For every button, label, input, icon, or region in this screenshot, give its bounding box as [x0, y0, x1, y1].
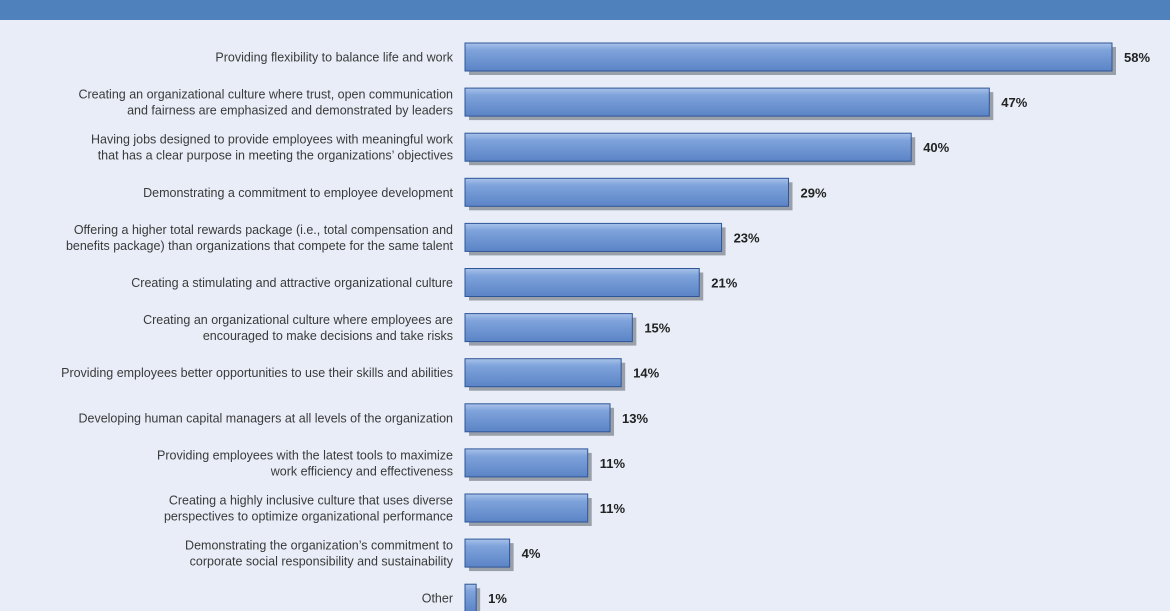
category-label: Demonstrating a commitment to employee d… [143, 186, 453, 200]
value-label: 29% [801, 185, 827, 200]
value-label: 11% [600, 456, 626, 471]
category-label: Offering a higher total rewards package … [66, 223, 454, 253]
category-label-line: Demonstrating the organization’s commitm… [185, 539, 453, 553]
bar [464, 538, 511, 568]
bar [464, 177, 789, 207]
value-label: 4% [522, 546, 541, 561]
category-label: Creating an organizational culture where… [78, 88, 453, 118]
category-label: Creating a highly inclusive culture that… [164, 494, 453, 524]
category-label-line: Having jobs designed to provide employee… [91, 133, 454, 147]
category-label-line: that has a clear purpose in meeting the … [98, 149, 453, 163]
category-label-line: Providing employees with the latest tool… [157, 448, 453, 462]
bars [464, 42, 1116, 611]
category-label-line: Developing human capital managers at all… [78, 411, 453, 425]
value-label: 1% [488, 591, 507, 606]
category-label: Having jobs designed to provide employee… [91, 133, 454, 163]
category-label-line: Creating an organizational culture where… [143, 313, 453, 327]
category-label: Providing flexibility to balance life an… [215, 51, 453, 65]
category-label: Developing human capital managers at all… [78, 411, 453, 425]
category-label: Creating a stimulating and attractive or… [131, 276, 453, 290]
chart-svg: Providing flexibility to balance life an… [61, 42, 1150, 611]
bar [464, 358, 622, 388]
category-label-line: encouraged to make decisions and take ri… [203, 329, 453, 343]
category-label-line: Demonstrating a commitment to employee d… [143, 186, 453, 200]
category-label: Creating an organizational culture where… [143, 313, 453, 343]
bar [464, 42, 1113, 72]
bar [464, 132, 912, 162]
bar [464, 583, 477, 611]
category-label-line: Creating an organizational culture where… [78, 88, 453, 102]
category-label: Providing employees better opportunities… [61, 366, 453, 380]
bar [464, 313, 633, 343]
category-label-line: Providing flexibility to balance life an… [215, 51, 453, 65]
value-label: 47% [1001, 95, 1027, 110]
category-label-line: Other [422, 592, 453, 606]
category-label-line: corporate social responsibility and sust… [190, 555, 454, 569]
category-label-line: Offering a higher total rewards package … [74, 223, 453, 237]
category-label: Other [422, 592, 453, 606]
category-label: Demonstrating the organization’s commitm… [185, 539, 454, 569]
value-label: 14% [633, 366, 659, 381]
value-label: 15% [644, 321, 670, 336]
bar [464, 87, 990, 117]
value-labels: 58% 47% 40% 29% 23% 21% 15% 14% 13% 11% 11% 4% 1% [488, 50, 1150, 606]
category-label-line: benefits package) than organizations tha… [66, 239, 454, 253]
value-label: 40% [923, 140, 949, 155]
value-label: 23% [734, 230, 760, 245]
bar-chart: Providing flexibility to balance life an… [0, 20, 1170, 611]
category-label: Providing employees with the latest tool… [157, 448, 453, 478]
bar [464, 403, 611, 433]
bar [464, 493, 589, 523]
category-label-line: Creating a stimulating and attractive or… [131, 276, 453, 290]
category-labels: Providing flexibility to balance life an… [61, 51, 454, 606]
category-label-line: and fairness are emphasized and demonstr… [127, 104, 453, 118]
category-label-line: work efficiency and effectiveness [270, 464, 453, 478]
category-label-line: perspectives to optimize organizational … [164, 510, 453, 524]
bar [464, 222, 723, 252]
value-label: 58% [1124, 50, 1150, 65]
value-label: 11% [600, 501, 626, 516]
category-label-line: Providing employees better opportunities… [61, 366, 453, 380]
value-label: 13% [622, 411, 648, 426]
bar [464, 268, 700, 297]
value-label: 21% [711, 276, 737, 291]
category-label-line: Creating a highly inclusive culture that… [169, 494, 453, 508]
header-band [0, 0, 1170, 20]
bar [464, 448, 589, 478]
